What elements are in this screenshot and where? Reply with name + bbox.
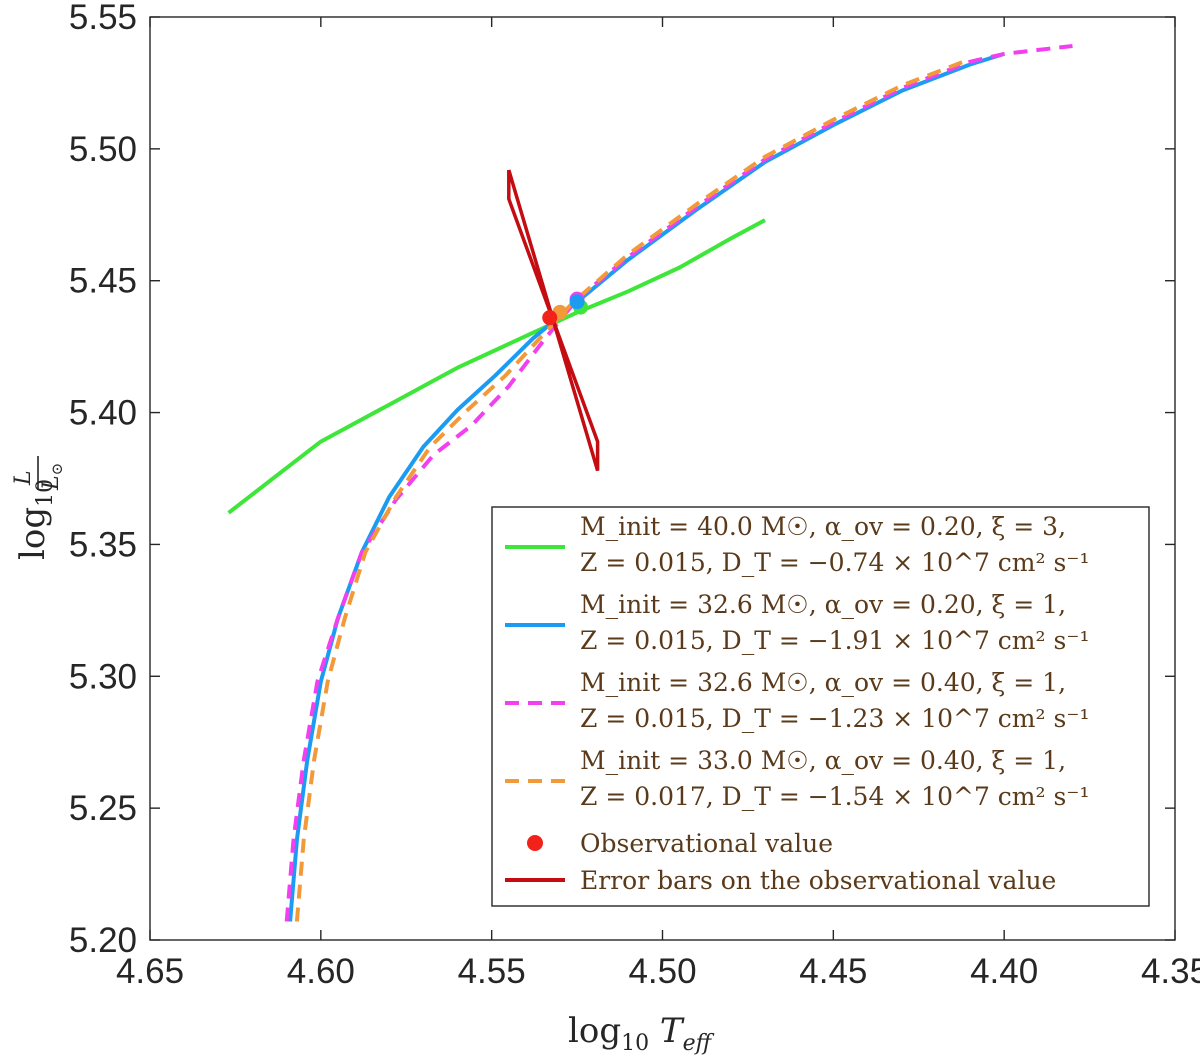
series-line-4 xyxy=(294,57,971,922)
y-tick-label: 5.25 xyxy=(69,789,137,828)
legend-label-3-line2: Z = 0.015, D_T = −1.23 × 10^7 cm² s⁻¹ xyxy=(580,704,1090,733)
legend: M_init = 40.0 M☉, α_ov = 0.20, ξ = 3, Z =… xyxy=(491,506,1150,907)
svg-text:log10: log10 xyxy=(13,479,58,560)
y-tick-label: 5.35 xyxy=(69,525,137,564)
y-tick-label: 5.55 xyxy=(69,0,137,37)
legend-label-1-line2: Z = 0.015, D_T = −0.74 × 10^7 cm² s⁻¹ xyxy=(580,548,1090,577)
svg-text:log10 Teff: log10 Teff xyxy=(568,1011,715,1056)
x-tick-label: 4.35 xyxy=(1141,952,1200,991)
y-tick-label: 5.30 xyxy=(69,657,137,696)
svg-text:L: L xyxy=(11,470,36,486)
observation-point xyxy=(542,310,558,326)
legend-box xyxy=(491,506,1150,907)
y-tick-label: 5.50 xyxy=(69,130,137,169)
series-line-2 xyxy=(288,51,1005,922)
y-tick-label: 5.40 xyxy=(69,394,137,433)
legend-label-2-line1: M_init = 32.6 M☉, α_ov = 0.20, ξ = 1, xyxy=(580,590,1066,619)
x-tick-label: 4.65 xyxy=(116,952,184,991)
x-axis-label: log10 Teff xyxy=(568,1011,715,1056)
svg-text:L⊙: L⊙ xyxy=(39,463,66,491)
x-tick-label: 4.45 xyxy=(799,952,867,991)
error-box xyxy=(507,169,600,472)
track-end-marker-3 xyxy=(569,294,585,310)
legend-label-3-line1: M_init = 32.6 M☉, α_ov = 0.40, ξ = 1, xyxy=(580,668,1066,697)
legend-observation-marker xyxy=(527,835,543,851)
plot-area xyxy=(227,44,1073,922)
legend-error-label: Error bars on the observational value xyxy=(580,866,1056,895)
legend-label-1-line1: M_init = 40.0 M☉, α_ov = 0.20, ξ = 3, xyxy=(580,512,1066,541)
axis-ticks: 4.65 4.60 4.55 4.50 4.45 4.40 4.35 5.20 5.25 5.30… xyxy=(69,0,1200,991)
x-tick-label: 4.60 xyxy=(287,952,355,991)
x-tick-label: 4.55 xyxy=(458,952,526,991)
legend-label-2-line2: Z = 0.015, D_T = −1.91 × 10^7 cm² s⁻¹ xyxy=(580,626,1090,655)
legend-label-4-line2: Z = 0.017, D_T = −1.54 × 10^7 cm² s⁻¹ xyxy=(580,782,1090,811)
y-tick-label: 5.20 xyxy=(69,921,137,960)
legend-observation-label: Observational value xyxy=(580,829,833,858)
x-tick-label: 4.50 xyxy=(628,952,696,991)
series-line-3 xyxy=(284,44,1073,922)
legend-label-4-line1: M_init = 33.0 M☉, α_ov = 0.40, ξ = 1, xyxy=(580,746,1066,775)
x-tick-label: 4.40 xyxy=(970,952,1038,991)
y-tick-label: 5.45 xyxy=(69,262,137,301)
series-line-1 xyxy=(227,218,766,515)
y-axis-label: log10 L L⊙ xyxy=(11,456,66,560)
plot-clip-group xyxy=(227,44,1073,922)
